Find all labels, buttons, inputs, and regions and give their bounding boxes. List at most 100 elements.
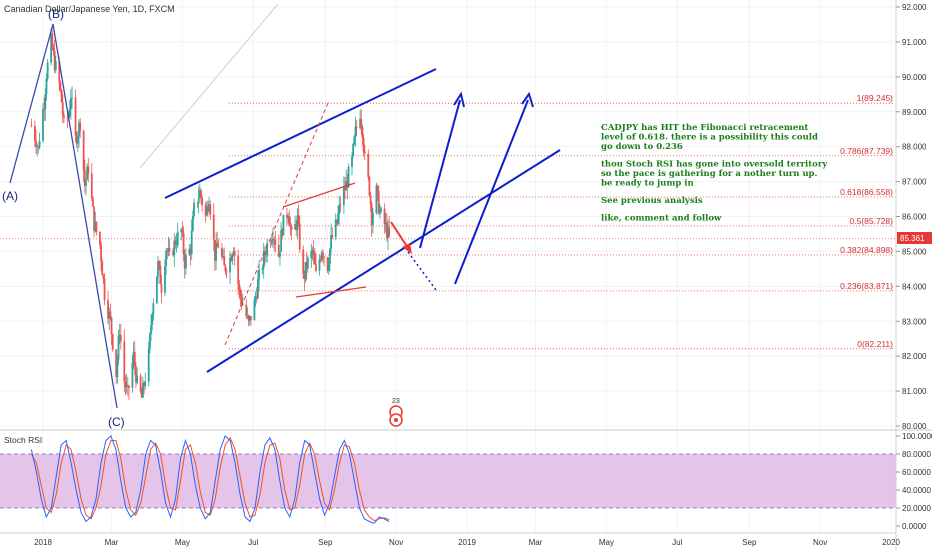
note-line: like, comment and follow — [601, 214, 722, 224]
candle-body — [92, 198, 94, 207]
candle-body — [319, 259, 322, 261]
candle-body — [193, 202, 195, 216]
candle-body — [359, 118, 362, 128]
price-axis[interactable]: 92.000 91.000 90.000 89.000 88.000 87.000 86.0… — [896, 3, 927, 431]
red-arrow-line[interactable] — [390, 221, 409, 249]
time-tick-label: 2020 — [882, 538, 900, 547]
candle-body — [142, 383, 144, 398]
stoch-rsi-title: Stoch RSI — [4, 435, 42, 445]
earnings-event-markers[interactable]: 23 — [389, 398, 403, 427]
last-price-label: 85.361 — [900, 234, 925, 243]
candle-body — [313, 255, 316, 265]
candle-body — [294, 224, 296, 230]
note-line: See previous analysis — [601, 196, 703, 206]
candle-body — [212, 214, 215, 241]
wedge-upper-line[interactable] — [282, 182, 356, 208]
candle-body — [131, 362, 134, 388]
candle-body — [369, 195, 372, 205]
candle-body — [111, 334, 114, 350]
candle-body — [245, 304, 248, 317]
gray-trendline[interactable] — [139, 3, 279, 169]
candle-body — [181, 228, 184, 233]
candle-body — [183, 254, 186, 269]
candle-body — [355, 126, 358, 128]
candle-body — [280, 229, 283, 252]
candle-body — [217, 246, 220, 248]
candle-body — [74, 97, 77, 136]
candle-body — [182, 232, 185, 255]
abc-wave-lines[interactable] — [9, 23, 118, 409]
candle-body — [362, 137, 365, 152]
time-tick-label: Jul — [248, 538, 258, 547]
candle-body — [79, 122, 82, 131]
candle-body — [36, 146, 39, 148]
candle-body — [344, 187, 346, 191]
last-price-tag — [897, 232, 932, 244]
candle-body — [261, 268, 264, 270]
candle-body — [279, 251, 281, 257]
up-arrow-1-line[interactable] — [419, 99, 461, 249]
candle-body — [144, 381, 147, 387]
candle-body — [51, 33, 54, 49]
candle-body — [255, 296, 258, 299]
time-tick-label: May — [175, 538, 190, 547]
candle-body — [273, 239, 276, 240]
candle-body — [383, 208, 386, 225]
red-dashed-trendline[interactable] — [224, 102, 329, 346]
time-tick-label: Nov — [813, 538, 827, 547]
candle-body — [107, 300, 109, 319]
candle-body — [296, 215, 299, 230]
candle-body — [257, 279, 259, 299]
candle-body — [174, 240, 177, 245]
candle-body — [290, 227, 293, 230]
candle-body — [360, 118, 363, 127]
candle-body — [90, 173, 93, 199]
wedge-lower-line[interactable] — [295, 286, 367, 298]
candle-body — [45, 78, 48, 94]
candle-body — [188, 248, 191, 255]
candle-body — [367, 153, 370, 177]
note-line: CADJPY has HIT the Fibonacci retracement — [601, 123, 808, 133]
candle-body — [310, 250, 313, 259]
candle-body — [241, 304, 244, 306]
candle-body — [158, 261, 161, 266]
price-tick-label: 82.000 — [902, 352, 927, 361]
candle-body — [337, 214, 339, 224]
drawings[interactable] — [9, 3, 561, 409]
time-axis[interactable]: 2018 Mar May Jul Sep Nov 2019 Mar May Jul Sep Nov 20… — [34, 538, 900, 547]
candle-body — [346, 181, 349, 188]
candle-body — [286, 214, 288, 218]
candle-body — [329, 248, 331, 265]
time-tick-label: Mar — [529, 538, 543, 547]
candle-body — [133, 351, 136, 367]
candle-body — [248, 316, 251, 321]
candle-body — [207, 206, 209, 212]
channel-upper-line[interactable] — [164, 68, 437, 199]
candle-body — [172, 250, 175, 256]
candle-body — [323, 257, 326, 259]
candle-body — [229, 257, 231, 273]
candle-body — [52, 48, 55, 52]
candle-body — [61, 102, 64, 116]
candle-body — [63, 115, 65, 118]
time-tick-label: 2019 — [458, 538, 476, 547]
up-arrow-2-line[interactable] — [454, 99, 529, 285]
candle-body — [54, 61, 57, 71]
time-tick-label: May — [599, 538, 614, 547]
fibonacci-retracement[interactable]: 1(89.245) 0.786(87.739) 0.618(86.558) 0.5(8… — [228, 93, 893, 350]
price-tick-label: 90.000 — [902, 73, 927, 82]
candle-body — [220, 247, 223, 257]
candle-body — [225, 271, 228, 273]
fib-level-label: 0.382(84.898) — [840, 245, 893, 255]
candle-body — [247, 315, 250, 321]
candle-body — [370, 204, 373, 226]
candle-body — [239, 290, 242, 298]
candle-body — [263, 251, 266, 256]
up-arrow-1-head — [453, 91, 465, 108]
channel-lower-line[interactable] — [206, 149, 561, 373]
candle-body — [119, 334, 122, 342]
candle-body — [101, 261, 104, 276]
candle-body — [38, 140, 41, 148]
candle-body — [335, 219, 338, 224]
